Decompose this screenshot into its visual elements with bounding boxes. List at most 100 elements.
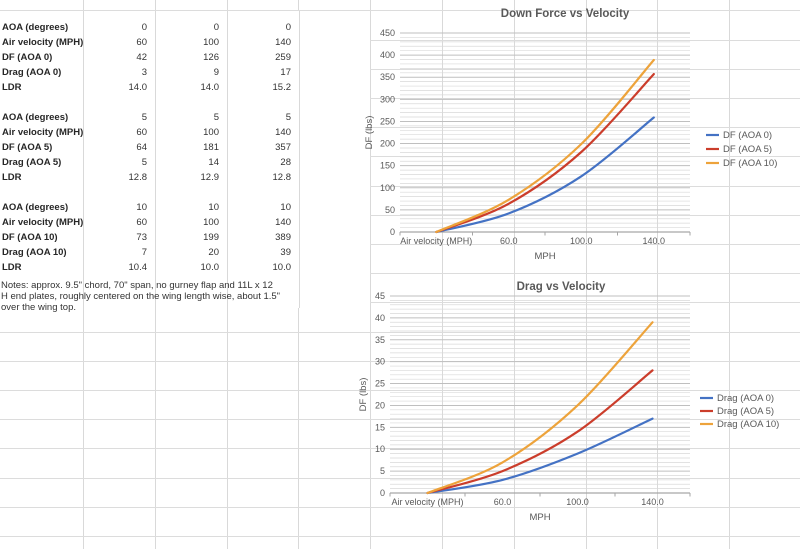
y-tick-label: 15 — [375, 422, 385, 432]
value-cell[interactable]: 126 — [203, 51, 219, 63]
y-tick-label: 25 — [375, 379, 385, 389]
sheet-gridline-horizontal — [0, 10, 800, 12]
value-cell[interactable]: 3 — [141, 66, 147, 78]
table-row: Air velocity (MPH) 60 100 140 — [0, 215, 370, 230]
legend-item[interactable]: DF (AOA 5) — [706, 144, 772, 155]
table-row: Drag (AOA 10) 7 20 39 — [0, 245, 370, 260]
value-cell[interactable]: 7 — [141, 246, 147, 258]
value-cell[interactable]: 60 — [136, 126, 147, 138]
value-cell[interactable]: 100 — [203, 216, 219, 228]
value-cell[interactable]: 199 — [203, 231, 219, 243]
value-cell[interactable]: 10 — [208, 201, 219, 213]
value-cell[interactable]: 0 — [213, 21, 219, 33]
value-cell[interactable]: 14.0 — [128, 81, 148, 93]
value-cell[interactable]: 100 — [203, 36, 219, 48]
legend-item[interactable]: Drag (AOA 10) — [700, 419, 779, 430]
table-column-gridline — [155, 11, 156, 308]
row-label-cell[interactable]: LDR — [2, 261, 22, 273]
value-cell[interactable]: 181 — [203, 141, 219, 153]
legend-item[interactable]: DF (AOA 0) — [706, 130, 772, 141]
value-cell[interactable]: 10 — [136, 201, 147, 213]
value-cell[interactable]: 10.0 — [272, 261, 292, 273]
value-cell[interactable]: 0 — [285, 21, 291, 33]
table-column-gridline — [227, 11, 228, 308]
value-cell[interactable]: 140 — [275, 126, 291, 138]
row-label-cell[interactable]: AOA (degrees) — [2, 201, 69, 213]
sheet-gridline-horizontal — [0, 360, 800, 362]
y-tick-label: 20 — [375, 400, 385, 410]
y-tick-label: 350 — [380, 72, 395, 82]
value-cell[interactable]: 60 — [136, 36, 147, 48]
sheet-gridline-vertical — [370, 0, 372, 549]
legend-label: Drag (AOA 5) — [717, 406, 774, 417]
value-cell[interactable]: 12.8 — [128, 171, 148, 183]
row-label-cell[interactable]: LDR — [2, 171, 22, 183]
value-cell[interactable]: 12.8 — [272, 171, 292, 183]
value-cell[interactable]: 140 — [275, 36, 291, 48]
series-line — [426, 321, 654, 495]
sheet-gridline-horizontal — [0, 214, 800, 216]
chart-title: Drag vs Velocity — [517, 281, 606, 293]
value-cell[interactable]: 12.9 — [200, 171, 220, 183]
table-row: LDR 12.8 12.9 12.8 — [0, 170, 370, 185]
value-cell[interactable]: 10.4 — [128, 261, 148, 273]
value-cell[interactable]: 73 — [136, 231, 147, 243]
row-label-cell[interactable]: Drag (AOA 10) — [2, 246, 67, 258]
row-label-cell[interactable]: LDR — [2, 81, 22, 93]
row-label-cell[interactable]: DF (AOA 0) — [2, 51, 53, 63]
notes-line: Notes: approx. 9.5" chord, 70" span, no … — [1, 280, 273, 291]
legend-item[interactable]: Drag (AOA 0) — [700, 393, 774, 404]
value-cell[interactable]: 20 — [208, 246, 219, 258]
value-cell[interactable]: 5 — [141, 156, 147, 168]
y-tick-label: 200 — [380, 139, 395, 149]
value-cell[interactable]: 5 — [141, 111, 147, 123]
value-cell[interactable]: 14.0 — [200, 81, 220, 93]
sheet-gridline-horizontal — [0, 448, 800, 450]
value-cell[interactable]: 357 — [275, 141, 291, 153]
notes-line: over the wing top. — [1, 302, 76, 313]
row-label-cell[interactable]: Air velocity (MPH) — [2, 126, 84, 138]
series-line — [435, 58, 655, 234]
legend-item[interactable]: Drag (AOA 5) — [700, 406, 774, 417]
row-label-cell[interactable]: AOA (degrees) — [2, 21, 69, 33]
row-label-cell[interactable]: AOA (degrees) — [2, 111, 69, 123]
row-label-cell[interactable]: DF (AOA 10) — [2, 231, 58, 243]
value-cell[interactable]: 389 — [275, 231, 291, 243]
value-cell[interactable]: 15.2 — [272, 81, 292, 93]
value-cell[interactable]: 64 — [136, 141, 147, 153]
series-line — [426, 369, 654, 495]
value-cell[interactable]: 10.0 — [200, 261, 220, 273]
value-cell[interactable]: 140 — [275, 216, 291, 228]
value-cell[interactable]: 5 — [285, 111, 291, 123]
y-tick-label: 100 — [380, 183, 395, 193]
legend-label: DF (AOA 5) — [723, 144, 772, 155]
value-cell[interactable]: 100 — [203, 126, 219, 138]
row-label-cell[interactable]: Air velocity (MPH) — [2, 36, 84, 48]
row-label-cell[interactable]: Air velocity (MPH) — [2, 216, 84, 228]
value-cell[interactable]: 10 — [280, 201, 291, 213]
y-tick-label: 450 — [380, 28, 395, 38]
sheet-gridline-horizontal — [0, 185, 800, 187]
table-row: DF (AOA 5) 64 181 357 — [0, 140, 370, 155]
value-cell[interactable]: 5 — [213, 111, 219, 123]
row-label-cell[interactable]: DF (AOA 5) — [2, 141, 53, 153]
x-axis-title: MPH — [529, 512, 550, 523]
table-row: Air velocity (MPH) 60 100 140 — [0, 125, 370, 140]
value-cell[interactable]: 28 — [280, 156, 291, 168]
value-cell[interactable]: 0 — [141, 21, 147, 33]
value-cell[interactable]: 9 — [213, 66, 219, 78]
row-label-cell[interactable]: Drag (AOA 5) — [2, 156, 62, 168]
table-row: Drag (AOA 5) 5 14 28 — [0, 155, 370, 170]
value-cell[interactable]: 17 — [280, 66, 291, 78]
value-cell[interactable]: 39 — [280, 246, 291, 258]
y-tick-label: 250 — [380, 116, 395, 126]
value-cell[interactable]: 60 — [136, 216, 147, 228]
value-cell[interactable]: 14 — [208, 156, 219, 168]
value-cell[interactable]: 42 — [136, 51, 147, 63]
legend-item[interactable]: DF (AOA 10) — [706, 158, 777, 169]
row-label-cell[interactable]: Drag (AOA 0) — [2, 66, 62, 78]
value-cell[interactable]: 259 — [275, 51, 291, 63]
sheet-gridline-vertical — [585, 0, 587, 549]
